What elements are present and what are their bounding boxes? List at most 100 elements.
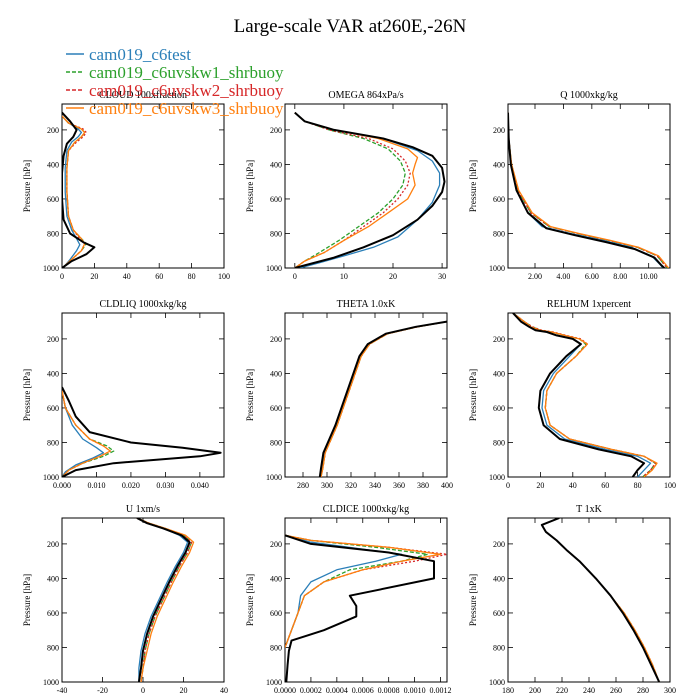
x-tick-label: 100 xyxy=(218,272,230,281)
y-tick-label: 1000 xyxy=(43,473,59,482)
series-line-cam019_c6uvskw2_shrbuoy xyxy=(320,320,447,477)
x-tick-label: 0.0004 xyxy=(326,686,348,695)
x-tick-label: 6.00 xyxy=(585,272,599,281)
y-tick-label: 200 xyxy=(270,126,282,135)
y-tick-label: 400 xyxy=(270,369,282,378)
panel-title: T 1xK xyxy=(576,504,602,515)
x-tick-label: 4.00 xyxy=(556,272,570,281)
series-line-reference xyxy=(318,320,447,477)
y-tick-label: 800 xyxy=(270,438,282,447)
y-axis-label: Pressure [hPa] xyxy=(468,369,478,421)
series-line-cam019_c6uvskw3_shrbuoy xyxy=(62,115,86,268)
series-line-reference xyxy=(540,518,661,682)
series-line-cam019_c6uvskw3_shrbuoy xyxy=(512,313,658,477)
series-line-cam019_c6uvskw2_shrbuoy xyxy=(508,112,668,268)
y-tick-label: 800 xyxy=(270,643,282,652)
x-tick-label: 200 xyxy=(529,686,541,695)
plot-frame xyxy=(284,517,448,683)
y-tick-label: 800 xyxy=(493,438,505,447)
y-tick-label: 1000 xyxy=(489,678,505,687)
series-line-cam019_c6uvskw1_shrbuoy xyxy=(285,534,429,648)
y-tick-label: 1000 xyxy=(43,678,59,687)
y-tick-label: 800 xyxy=(47,229,59,238)
series-line-reference xyxy=(62,386,222,477)
panel-3: Q 1000xkg/kg Pressure [hPa] 200 400 600 800 10… xyxy=(468,90,671,281)
y-tick-label: 1000 xyxy=(489,473,505,482)
x-tick-label: 0.0002 xyxy=(300,686,322,695)
y-tick-label: 400 xyxy=(47,160,59,169)
series-line-reference xyxy=(136,518,191,682)
panel-title: CLDLIQ 1000xkg/kg xyxy=(100,299,187,310)
x-tick-label: 0.0008 xyxy=(378,686,400,695)
x-tick-label: 0.040 xyxy=(191,481,209,490)
plot-frame xyxy=(507,103,671,269)
x-tick-label: 0.000 xyxy=(53,481,71,490)
y-tick-label: 800 xyxy=(270,229,282,238)
y-tick-label: 200 xyxy=(47,335,59,344)
x-tick-label: 8.00 xyxy=(613,272,627,281)
y-tick-label: 600 xyxy=(47,404,59,413)
x-tick-label: 320 xyxy=(345,481,357,490)
x-tick-label: 2.00 xyxy=(528,272,542,281)
x-tick-label: 360 xyxy=(393,481,405,490)
y-tick-label: 600 xyxy=(270,609,282,618)
series-line-cam019_c6uvskw2_shrbuoy xyxy=(512,313,657,477)
x-tick-label: 0.0012 xyxy=(430,686,452,695)
y-axis-label: Pressure [hPa] xyxy=(22,369,32,421)
x-tick-label: 240 xyxy=(583,686,595,695)
x-tick-label: 60 xyxy=(155,272,163,281)
x-tick-label: 0.030 xyxy=(156,481,174,490)
panel-title: U 1xm/s xyxy=(126,504,160,515)
panel-title: CLDICE 1000xkg/kg xyxy=(323,504,409,515)
y-tick-label: 800 xyxy=(47,438,59,447)
series-line-reference xyxy=(508,112,665,268)
series-line-cam019_c6uvskw3_shrbuoy xyxy=(285,534,442,648)
x-tick-label: 280 xyxy=(297,481,309,490)
x-tick-label: 0 xyxy=(293,272,297,281)
y-tick-label: 400 xyxy=(270,160,282,169)
legend-label: cam019_c6uvskw2_shrbuoy xyxy=(89,81,284,100)
y-tick-label: 400 xyxy=(493,574,505,583)
x-tick-label: 40 xyxy=(220,686,228,695)
x-tick-label: 400 xyxy=(441,481,453,490)
x-tick-label: 10.00 xyxy=(640,272,658,281)
y-tick-label: 600 xyxy=(493,195,505,204)
panel-title: THETA 1.0xK xyxy=(337,299,396,310)
panel-title: CLOUD 100xfraction xyxy=(99,90,187,101)
x-tick-label: 280 xyxy=(637,686,649,695)
y-tick-label: 200 xyxy=(493,126,505,135)
panel-5: THETA 1.0xK Pressure [hPa] 200 400 600 800 100… xyxy=(245,299,453,490)
y-axis-label: Pressure [hPa] xyxy=(245,369,255,421)
y-tick-label: 600 xyxy=(493,609,505,618)
legend-label: cam019_c6test xyxy=(89,45,191,64)
panel-4: CLDLIQ 1000xkg/kg Pressure [hPa] 200 400 600… xyxy=(22,299,225,490)
y-axis-label: Pressure [hPa] xyxy=(22,574,32,626)
x-tick-label: 0.0000 xyxy=(274,686,296,695)
x-tick-label: 380 xyxy=(417,481,429,490)
series-line-reference xyxy=(285,534,435,682)
y-tick-label: 400 xyxy=(270,574,282,583)
figure-title: Large-scale VAR at260E,-26N xyxy=(234,16,467,37)
x-tick-label: 340 xyxy=(369,481,381,490)
series-line-reference xyxy=(62,111,96,268)
x-tick-label: 80 xyxy=(188,272,196,281)
y-tick-label: 1000 xyxy=(43,264,59,273)
x-tick-label: 0 xyxy=(60,272,64,281)
x-tick-label: 20 xyxy=(90,272,98,281)
series-line-cam019_c6uvskw3_shrbuoy xyxy=(320,320,447,477)
legend-label: cam019_c6uvskw1_shrbuoy xyxy=(89,63,284,82)
series-line-cam019_c6uvskw1_shrbuoy xyxy=(294,112,406,268)
plot-frame xyxy=(507,517,671,683)
x-tick-label: 0 xyxy=(506,481,510,490)
y-tick-label: 800 xyxy=(47,643,59,652)
x-tick-label: 220 xyxy=(556,686,568,695)
x-tick-label: 0.020 xyxy=(122,481,140,490)
y-tick-label: 200 xyxy=(270,335,282,344)
x-tick-label: 0 xyxy=(141,686,145,695)
legend-label: cam019_c6uvskw3_shrbuoy xyxy=(89,99,284,118)
panel-title: OMEGA 864xPa/s xyxy=(328,90,403,101)
series-line-cam019_c6test xyxy=(508,112,664,268)
